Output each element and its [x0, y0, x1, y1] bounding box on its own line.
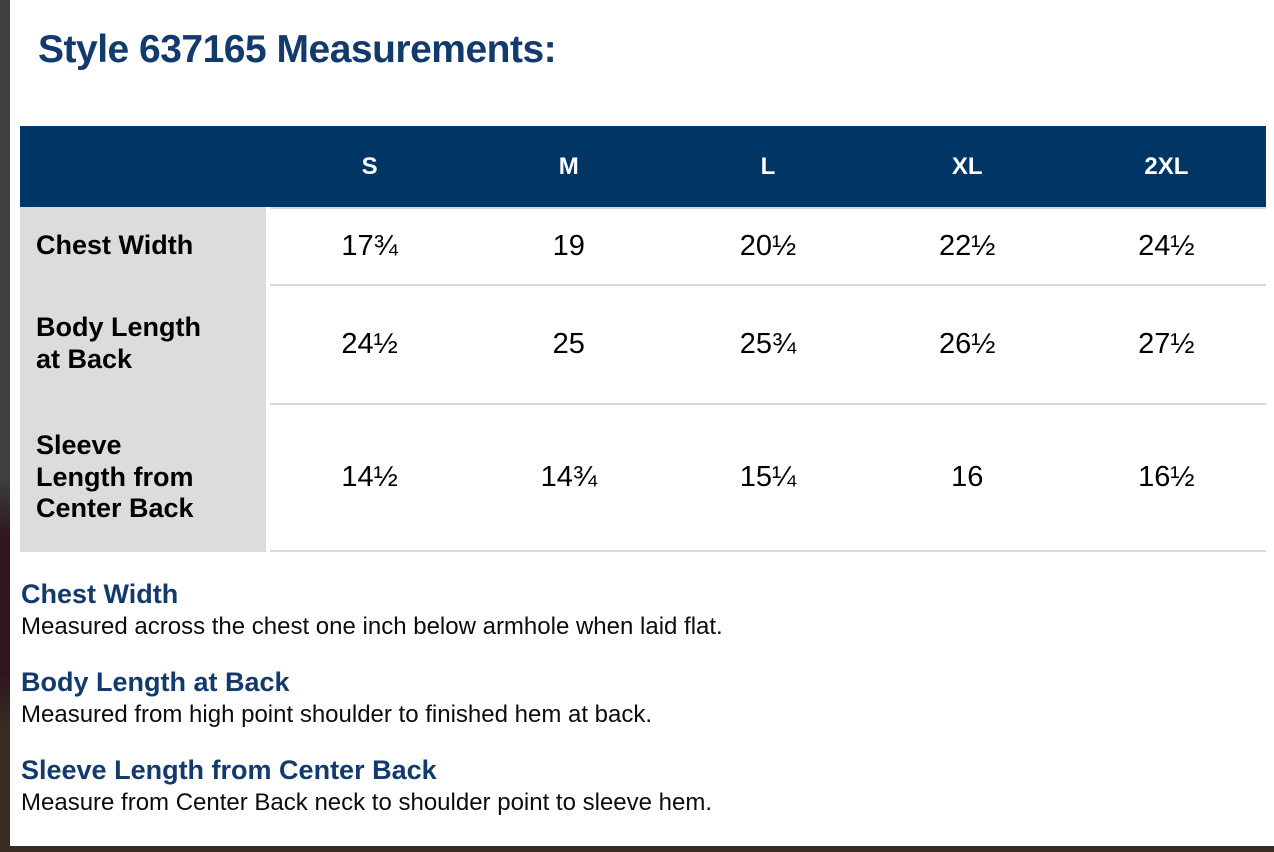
definitions-section: Chest Width Measured across the chest on…: [21, 579, 1241, 843]
definition-term: Sleeve Length from Center Back: [21, 754, 437, 785]
size-header-2xl: 2XL: [1066, 126, 1266, 207]
definition-description: Measured from high point shoulder to fin…: [21, 700, 653, 728]
size-chart-table: S M L XL 2XL Chest Width 17¾ 19 20½ 22½ …: [20, 126, 1266, 552]
sleeve-length-xl: 16: [867, 403, 1067, 552]
definition-term: Chest Width: [21, 579, 179, 609]
size-header-m: M: [469, 126, 669, 207]
chest-width-m: 19: [469, 207, 669, 284]
definition-description: Measured across the chest one inch below…: [21, 613, 723, 641]
chest-width-xl: 22½: [867, 207, 1067, 284]
page-title: Style 637165 Measurements:: [38, 28, 557, 71]
definition-chest-width: Chest Width Measured across the chest on…: [21, 579, 1241, 642]
sleeve-length-l: 15¼: [668, 403, 868, 552]
definition-sleeve-length: Sleeve Length from Center Back Measure f…: [21, 755, 1241, 818]
chest-width-s: 17¾: [270, 207, 470, 284]
page-edge-bottom: [0, 846, 1274, 852]
definition-description: Measure from Center Back neck to shoulde…: [21, 788, 713, 816]
body-length-2xl: 27½: [1066, 284, 1266, 403]
definition-body-length: Body Length at Back Measured from high p…: [21, 667, 1241, 730]
row-label-chest-width: Chest Width: [20, 207, 270, 284]
body-length-m: 25: [469, 284, 669, 403]
size-header-corner: [20, 126, 270, 207]
size-header-s: S: [270, 126, 470, 207]
body-length-xl: 26½: [867, 284, 1067, 403]
size-header-xl: XL: [867, 126, 1067, 207]
body-length-s: 24½: [270, 284, 470, 403]
sleeve-length-s: 14½: [270, 403, 470, 552]
definition-term: Body Length at Back: [21, 666, 290, 697]
page-edge-left: [0, 0, 10, 852]
chest-width-2xl: 24½: [1066, 207, 1266, 284]
sleeve-length-2xl: 16½: [1066, 403, 1266, 552]
sleeve-length-m: 14¾: [469, 403, 669, 552]
body-length-l: 25¾: [668, 284, 868, 403]
row-label-body-length: Body Length at Back: [20, 284, 270, 403]
row-label-sleeve-length: Sleeve Length from Center Back: [20, 403, 270, 552]
chest-width-l: 20½: [668, 207, 868, 284]
size-header-l: L: [668, 126, 868, 207]
